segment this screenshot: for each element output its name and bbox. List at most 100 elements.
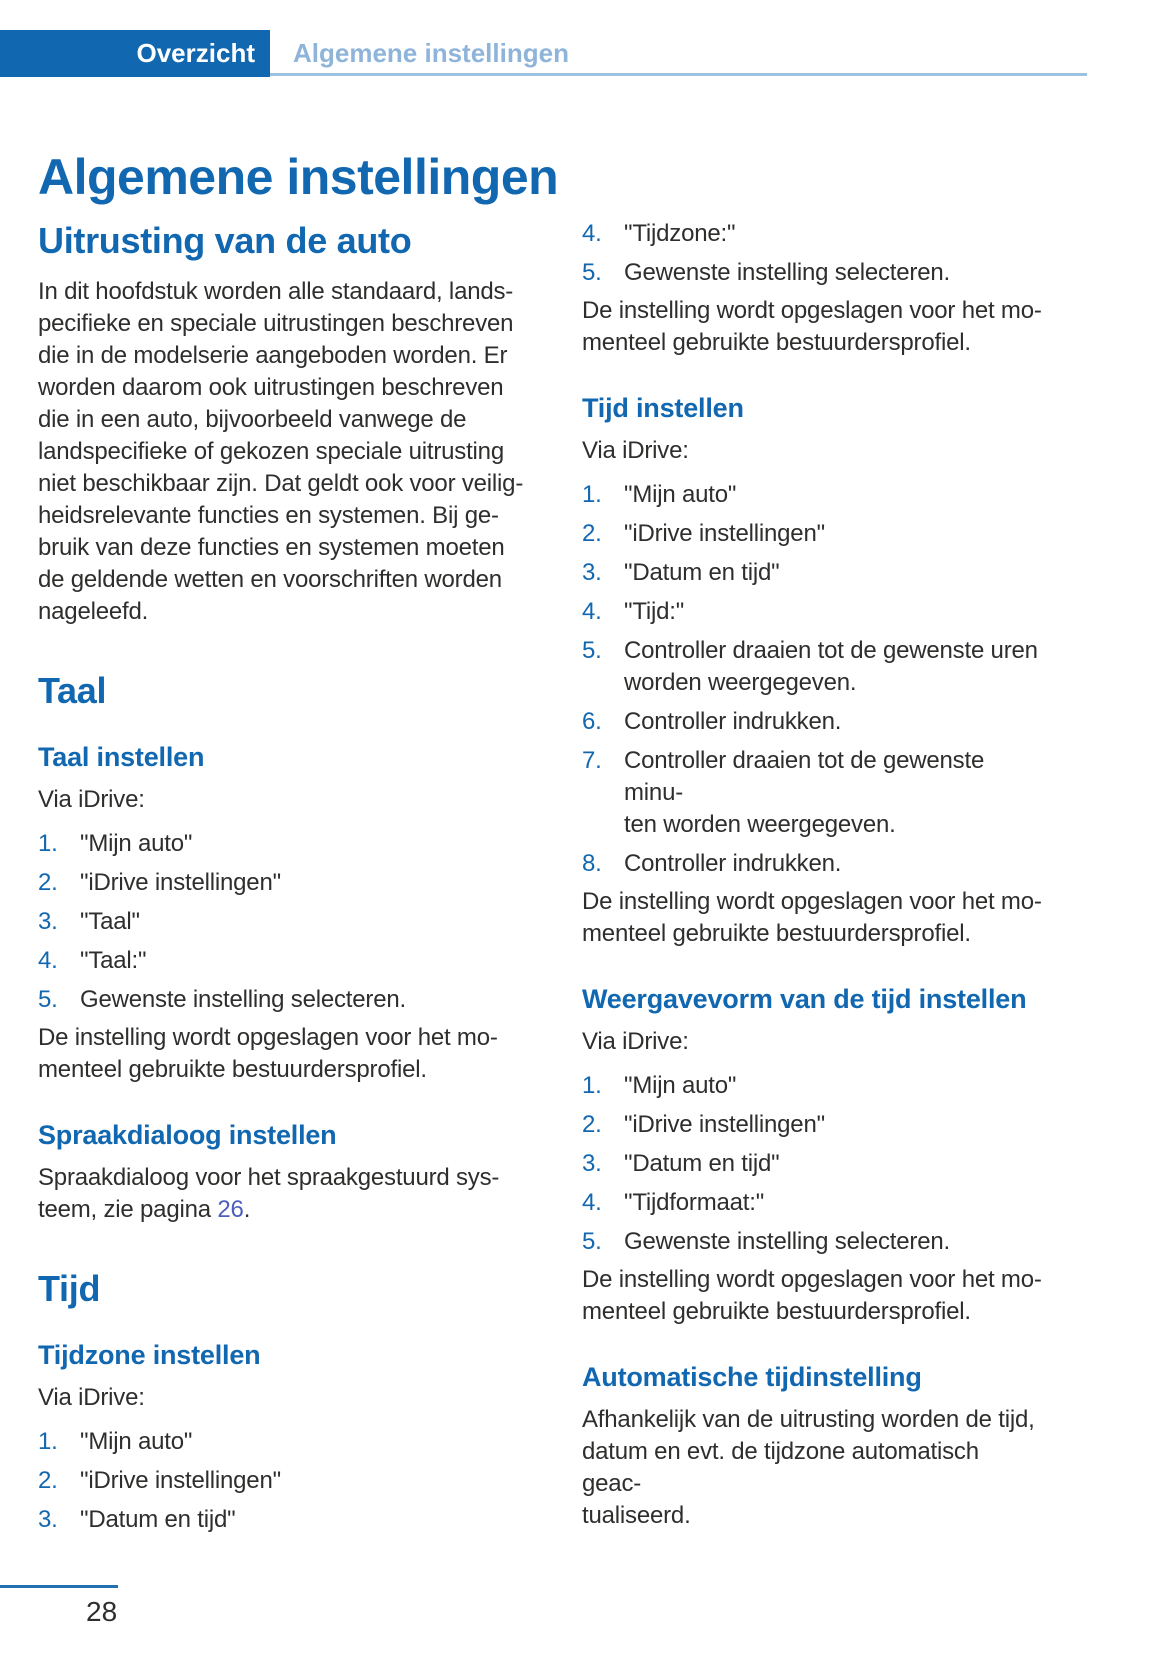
list-item: 5. Gewenste instelling selecteren. xyxy=(582,1226,1044,1258)
step-number: 2. xyxy=(38,869,58,896)
step-text: "Tijd:" xyxy=(624,598,685,625)
subheading-spraakdialoog: Spraakdialoog instellen xyxy=(38,1120,337,1150)
step-text: "Mijn auto" xyxy=(80,1428,193,1455)
chapter-tab-overzicht: Overzicht xyxy=(0,30,270,77)
list-item: 3. "Datum en tijd" xyxy=(582,557,1044,589)
step-number: 5. xyxy=(582,259,602,286)
step-text: "iDrive instellingen" xyxy=(624,1111,825,1138)
step-number: 1. xyxy=(38,830,58,857)
step-number: 6. xyxy=(582,708,602,735)
paragraph-uitrusting: In dit hoofdstuk worden alle standaard, … xyxy=(38,278,524,625)
section-heading-taal: Taal xyxy=(38,670,107,711)
list-item: 8. Controller indrukken. xyxy=(582,848,1044,880)
step-number: 1. xyxy=(38,1428,58,1455)
step-number: 3. xyxy=(38,1506,58,1533)
list-item: 4. "Tijdformaat:" xyxy=(582,1187,1044,1219)
step-text: Controller indrukken. xyxy=(624,850,842,877)
list-item: 5. Controller draaien tot de gewenste ure… xyxy=(582,635,1044,699)
step-text: "Mijn auto" xyxy=(80,830,193,857)
step-number: 5. xyxy=(582,637,602,664)
step-number: 1. xyxy=(582,481,602,508)
steps-tijdzone: 1. "Mijn auto" 2. "iDrive instellingen" 3.… xyxy=(38,1426,548,1536)
footer-rule xyxy=(0,1585,118,1588)
step-number: 5. xyxy=(582,1228,602,1255)
step-text: "iDrive instellingen" xyxy=(80,1467,281,1494)
list-item: 4. "Taal:" xyxy=(38,945,548,977)
step-text: Gewenste instelling selecteren. xyxy=(624,259,950,286)
list-item: 1. "Mijn auto" xyxy=(38,828,548,860)
step-text: "Taal" xyxy=(80,908,140,935)
step-number: 1. xyxy=(582,1072,602,1099)
step-text: "Mijn auto" xyxy=(624,481,737,508)
list-item: 1. "Mijn auto" xyxy=(38,1426,548,1458)
left-column: Uitrusting van de auto In dit hoofdstuk … xyxy=(38,218,548,1542)
page-title: Algemene instellingen xyxy=(38,148,559,205)
list-item: 7. Controller draaien tot de gewenste min… xyxy=(582,745,1044,841)
list-item: 3. "Datum en tijd" xyxy=(582,1148,1044,1180)
list-item: 4. "Tijd:" xyxy=(582,596,1044,628)
steps-weergavevorm: 1. "Mijn auto" 2. "iDrive instellingen" 3.… xyxy=(582,1070,1044,1258)
paragraph-spraakdialoog: Spraakdialoog voor het spraakgestuurd sy… xyxy=(38,1162,548,1226)
step-number: 2. xyxy=(582,520,602,547)
step-number: 3. xyxy=(582,1150,602,1177)
step-number: 4. xyxy=(582,220,602,247)
step-number: 2. xyxy=(582,1111,602,1138)
step-text: "Datum en tijd" xyxy=(624,559,780,586)
list-item: 1. "Mijn auto" xyxy=(582,1070,1044,1102)
page-number: 28 xyxy=(86,1596,118,1627)
list-item: 2. "iDrive instellingen" xyxy=(582,518,1044,550)
list-item: 5. Gewenste instelling selecteren. xyxy=(582,257,1044,289)
spraak-text: Spraakdialoog voor het spraakgestuurd sy… xyxy=(38,1164,500,1223)
list-item: 6. Controller indrukken. xyxy=(582,706,1044,738)
via-idrive-label: Via iDrive: xyxy=(38,1384,145,1411)
page-reference-link[interactable]: 26 xyxy=(217,1196,244,1223)
step-text: "Datum en tijd" xyxy=(80,1506,236,1533)
step-number: 2. xyxy=(38,1467,58,1494)
step-number: 8. xyxy=(582,850,602,877)
step-text: Gewenste instelling selecteren. xyxy=(80,986,406,1013)
step-text: "Taal:" xyxy=(80,947,147,974)
step-text: "Mijn auto" xyxy=(624,1072,737,1099)
note-weergavevorm: De instelling wordt opgeslagen voor het … xyxy=(582,1266,1042,1325)
step-number: 7. xyxy=(582,747,602,774)
breadcrumb: Algemene instellingen xyxy=(293,38,569,68)
list-item: 1. "Mijn auto" xyxy=(582,479,1044,511)
list-item: 4. "Tijdzone:" xyxy=(582,218,1044,250)
step-text: Controller draaien tot de gewenste minu-… xyxy=(624,747,985,838)
step-number: 4. xyxy=(582,598,602,625)
subheading-tijdzone: Tijdzone instellen xyxy=(38,1340,261,1370)
steps-taal: 1. "Mijn auto" 2. "iDrive instellingen" 3.… xyxy=(38,828,548,1016)
step-text: "iDrive instellingen" xyxy=(80,869,281,896)
spraak-text-end: . xyxy=(243,1196,251,1223)
via-idrive-label: Via iDrive: xyxy=(582,1028,689,1055)
paragraph-automatische-tijdinstelling: Afhankelijk van de uitrusting worden de … xyxy=(582,1406,1035,1529)
step-number: 5. xyxy=(38,986,58,1013)
step-text: Controller indrukken. xyxy=(624,708,842,735)
subheading-taal-instellen: Taal instellen xyxy=(38,742,205,772)
list-item: 2. "iDrive instellingen" xyxy=(582,1109,1044,1141)
step-text: "Tijdzone:" xyxy=(624,220,736,247)
list-item: 3. "Datum en tijd" xyxy=(38,1504,548,1536)
step-text: Controller draaien tot de gewenste uren … xyxy=(624,637,1038,696)
list-item: 5. Gewenste instelling selecteren. xyxy=(38,984,548,1016)
list-item: 3. "Taal" xyxy=(38,906,548,938)
header-rule xyxy=(0,73,1087,76)
note-taal: De instelling wordt opgeslagen voor het … xyxy=(38,1024,498,1083)
via-idrive-label: Via iDrive: xyxy=(38,786,145,813)
step-number: 4. xyxy=(38,947,58,974)
subheading-tijd-instellen: Tijd instellen xyxy=(582,393,744,423)
step-number: 4. xyxy=(582,1189,602,1216)
step-text: "iDrive instellingen" xyxy=(624,520,825,547)
step-text: "Datum en tijd" xyxy=(624,1150,780,1177)
list-item: 2. "iDrive instellingen" xyxy=(38,867,548,899)
section-heading-uitrusting: Uitrusting van de auto xyxy=(38,220,412,261)
step-text: Gewenste instelling selecteren. xyxy=(624,1228,950,1255)
via-idrive-label: Via iDrive: xyxy=(582,437,689,464)
right-column: 4. "Tijdzone:" 5. Gewenste instelling sele… xyxy=(582,218,1044,1538)
steps-tijd: 1. "Mijn auto" 2. "iDrive instellingen" 3.… xyxy=(582,479,1044,880)
note-tijdzone: De instelling wordt opgeslagen voor het … xyxy=(582,297,1042,356)
subheading-weergavevorm: Weergavevorm van de tijd instellen xyxy=(582,984,1027,1014)
step-number: 3. xyxy=(38,908,58,935)
list-item: 2. "iDrive instellingen" xyxy=(38,1465,548,1497)
